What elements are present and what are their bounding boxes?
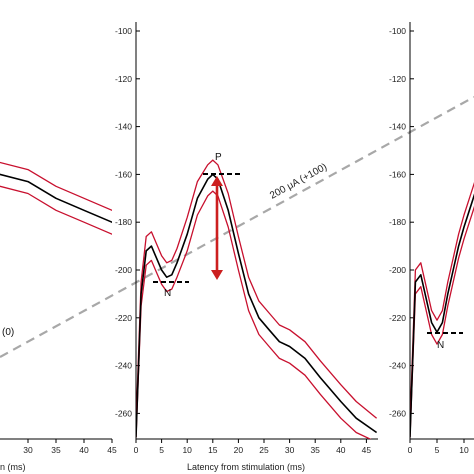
upper-ci-line (410, 181, 474, 426)
x-tick-label: 25 (259, 445, 269, 455)
y-tick-label: -240 (389, 361, 406, 371)
y-tick-label: -260 (389, 408, 406, 418)
y-tick-label: -220 (389, 313, 406, 323)
x-tick-label: 5 (159, 445, 164, 455)
panel-left: 30 35 40 45 (0, 161, 117, 455)
x-tick-label: 40 (79, 445, 89, 455)
y-tick-label: -260 (115, 408, 132, 418)
amplitude-arrow-head-down (211, 270, 223, 280)
y-tick-label: -200 (389, 265, 406, 275)
y-tick-label: -220 (115, 313, 132, 323)
y-tick-label: -240 (115, 361, 132, 371)
x-tick-label: 0 (134, 445, 139, 455)
x-tick-label: 10 (459, 445, 469, 455)
x-tick-label: 40 (336, 445, 346, 455)
n-label-right: N (437, 340, 444, 351)
y-tick-label: -180 (389, 217, 406, 227)
upper-ci-line (136, 159, 378, 426)
y-tick-label: -160 (389, 169, 406, 179)
y-tick-label: -100 (389, 26, 406, 36)
series-group (0, 161, 112, 235)
y-tick-label: -120 (389, 74, 406, 84)
y-tick-label: -140 (389, 122, 406, 132)
x-tick-label: 10 (182, 445, 192, 455)
amplitude-arrow-head-up (211, 176, 223, 186)
y-tick-label: -180 (115, 217, 132, 227)
zero-label-left: (0) (2, 327, 14, 338)
x-tick-label: 5 (435, 445, 440, 455)
n-label-middle: N (164, 288, 171, 299)
y-tick-label: -200 (115, 265, 132, 275)
lower-ci-line (136, 190, 372, 439)
y-tick-label: -160 (115, 169, 132, 179)
x-tick-label: 0 (408, 445, 413, 455)
x-tick-label: 15 (208, 445, 218, 455)
x-tick-label: 20 (234, 445, 244, 455)
x-tick-label: 30 (23, 445, 33, 455)
panel-middle: -100 -120 -140 -160 -180 -200 -220 -240 -260 0 5 10… (115, 22, 378, 455)
y-tick-label: -140 (115, 122, 132, 132)
p-label: P (215, 152, 222, 163)
x-tick-label: 30 (285, 445, 295, 455)
stimulus-diagonal-line (0, 96, 474, 358)
upper-ci-line (0, 161, 112, 212)
mean-line (136, 173, 378, 438)
x-tick-label: 35 (310, 445, 320, 455)
panel-right: -100 -120 -140 -160 -180 -200 -220 -240 -260 0 5 10 (389, 22, 474, 455)
x-tick-label: 45 (107, 445, 117, 455)
y-tick-label: -100 (115, 26, 132, 36)
mean-line (0, 173, 112, 224)
mean-line (410, 193, 474, 438)
lower-ci-line (410, 205, 474, 438)
x-axis-title-middle: Latency from stimulation (ms) (187, 462, 305, 472)
series-group (136, 159, 378, 439)
x-axis-title-left: n (ms) (0, 462, 26, 472)
x-tick-label: 35 (51, 445, 61, 455)
x-tick-label: 45 (362, 445, 372, 455)
lower-ci-line (0, 185, 112, 235)
y-tick-label: -120 (115, 74, 132, 84)
series-group (410, 181, 474, 438)
